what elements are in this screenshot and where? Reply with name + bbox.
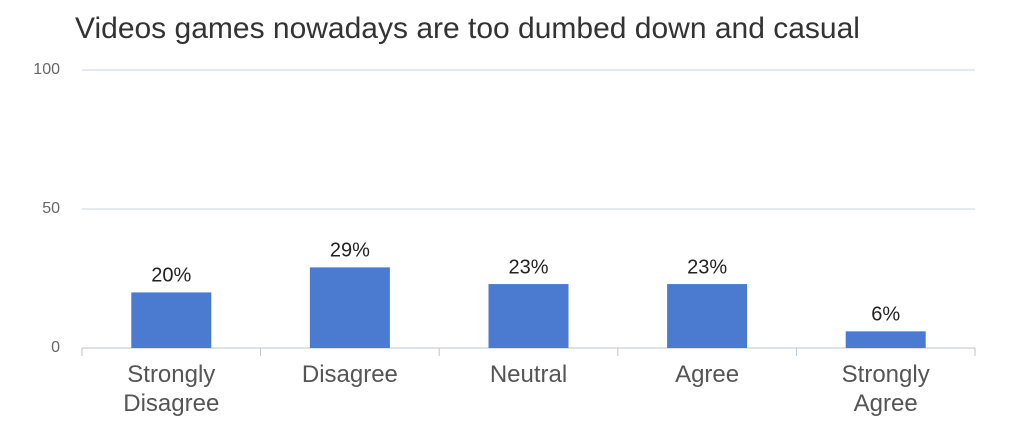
- x-tick-label: Strongly Disagree: [123, 361, 220, 417]
- y-tick-label: 50: [42, 200, 60, 217]
- x-tick-label: Disagree: [301, 361, 398, 388]
- bar: [131, 292, 212, 348]
- x-tick-label: Agree: [675, 361, 740, 388]
- x-tick-label: Strongly Agree: [841, 361, 930, 417]
- value-label: 23%: [508, 256, 548, 278]
- value-label: 29%: [330, 240, 370, 262]
- x-tick-label: Neutral: [489, 361, 568, 388]
- value-label: 23%: [687, 256, 727, 278]
- value-label: 20%: [151, 265, 191, 287]
- y-tick-label: 100: [33, 61, 60, 78]
- bar: [309, 267, 390, 348]
- bar: [845, 331, 926, 348]
- value-label: 6%: [871, 304, 900, 326]
- bar: [667, 284, 748, 348]
- bar: [488, 284, 569, 348]
- y-tick-label: 0: [51, 339, 60, 356]
- chart-title: Videos games nowadays are too dumbed dow…: [75, 12, 860, 45]
